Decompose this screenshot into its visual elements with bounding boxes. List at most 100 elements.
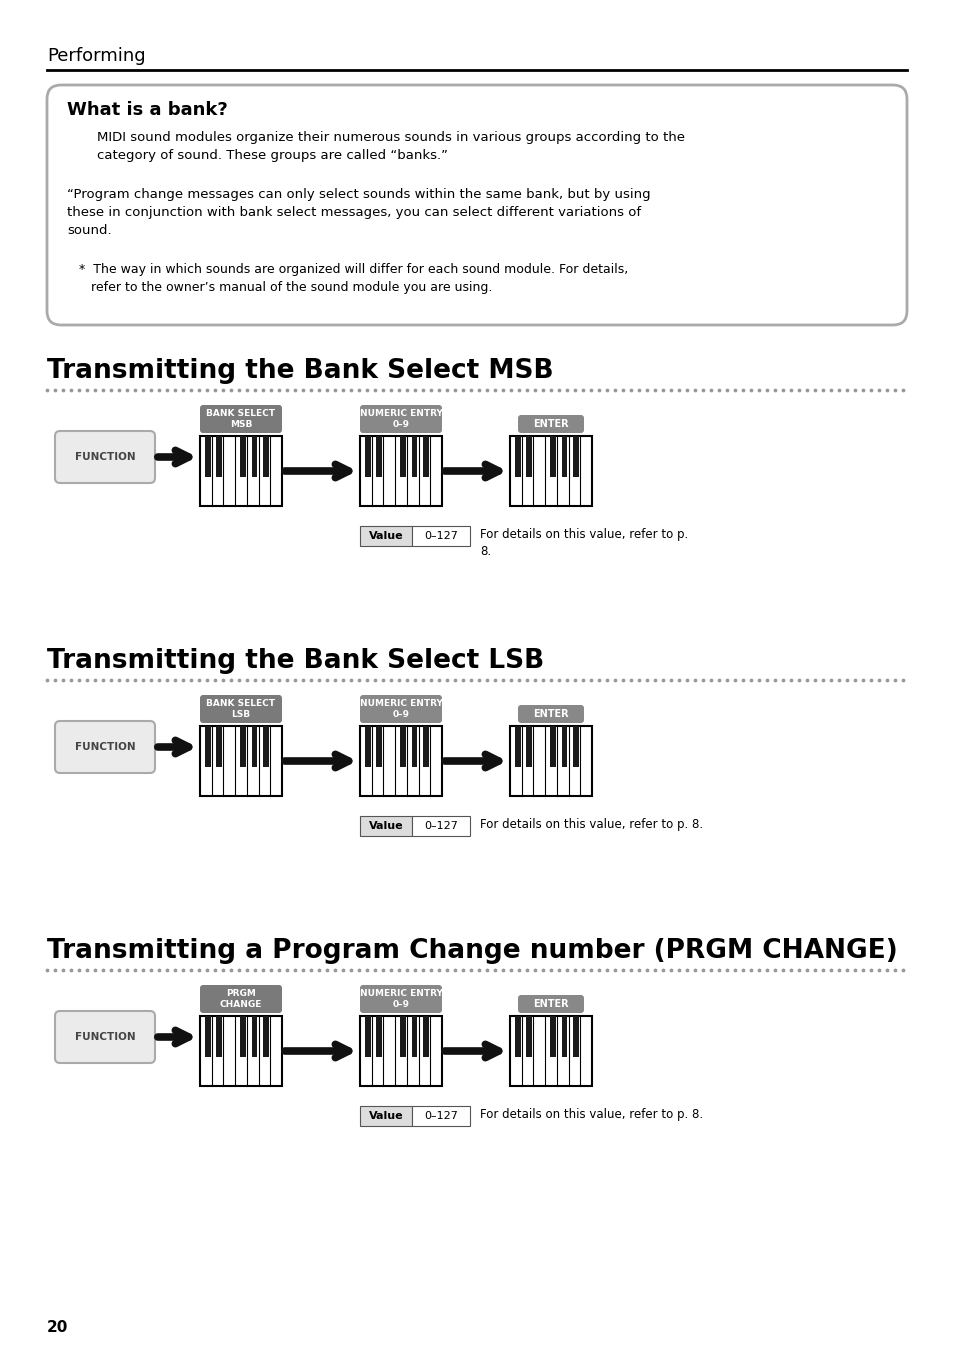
Point [751, 669, 766, 691]
Bar [549, 726, 555, 766]
Point [295, 669, 311, 691]
Point [735, 379, 750, 401]
Text: For details on this value, refer to p. 8.: For details on this value, refer to p. 8… [479, 818, 702, 831]
Point [335, 959, 351, 980]
Point [503, 959, 518, 980]
Text: What is a bank?: What is a bank? [67, 102, 228, 119]
Point [95, 669, 111, 691]
Point [591, 669, 606, 691]
Point [719, 669, 734, 691]
Point [775, 959, 790, 980]
Point [152, 959, 167, 980]
Point [742, 959, 758, 980]
Point [822, 959, 838, 980]
Point [167, 379, 182, 401]
Text: FUNCTION: FUNCTION [74, 452, 135, 462]
Text: 20: 20 [47, 1320, 69, 1335]
Point [551, 959, 566, 980]
Bar [399, 1016, 405, 1056]
Point [55, 669, 71, 691]
Point [215, 669, 231, 691]
Point [799, 669, 814, 691]
Point [232, 669, 247, 691]
Point [247, 379, 262, 401]
Point [223, 379, 238, 401]
Point [175, 959, 191, 980]
Point [711, 379, 726, 401]
Text: ENTER: ENTER [533, 709, 568, 719]
Point [239, 379, 254, 401]
Point [367, 379, 382, 401]
Point [662, 379, 678, 401]
Text: NUMERIC ENTRY
0–9: NUMERIC ENTRY 0–9 [359, 990, 442, 1009]
Bar [515, 1016, 520, 1056]
Point [159, 959, 174, 980]
Point [343, 379, 358, 401]
Point [631, 379, 646, 401]
Point [662, 669, 678, 691]
Point [679, 379, 694, 401]
Point [159, 669, 174, 691]
Point [335, 669, 351, 691]
Point [175, 379, 191, 401]
Bar [216, 436, 222, 477]
Point [48, 669, 63, 691]
Bar [239, 726, 246, 766]
Point [687, 379, 702, 401]
Point [112, 959, 127, 980]
Point [263, 959, 278, 980]
Point [575, 959, 590, 980]
Bar [359, 1106, 412, 1127]
Point [870, 959, 885, 980]
Point [175, 669, 191, 691]
Bar [359, 816, 412, 835]
Point [279, 959, 294, 980]
Point [407, 959, 422, 980]
Point [128, 959, 143, 980]
Bar [515, 726, 520, 766]
Point [103, 379, 118, 401]
Point [631, 959, 646, 980]
Point [775, 669, 790, 691]
Point [647, 379, 662, 401]
Point [263, 669, 278, 691]
Point [447, 379, 462, 401]
Point [895, 959, 910, 980]
Point [279, 379, 294, 401]
Point [766, 959, 781, 980]
Point [192, 669, 207, 691]
Point [615, 959, 630, 980]
Point [183, 379, 198, 401]
Point [303, 959, 318, 980]
FancyBboxPatch shape [359, 695, 441, 723]
Point [895, 669, 910, 691]
Point [495, 669, 510, 691]
Bar [423, 726, 429, 766]
Point [375, 669, 390, 691]
Point [791, 669, 806, 691]
Point [295, 959, 311, 980]
Point [518, 669, 534, 691]
Point [39, 379, 54, 401]
Point [895, 379, 910, 401]
Point [806, 669, 821, 691]
Point [463, 669, 478, 691]
Point [543, 959, 558, 980]
FancyBboxPatch shape [517, 414, 583, 433]
Bar [549, 1016, 555, 1056]
Point [319, 379, 335, 401]
Bar [263, 436, 269, 477]
Point [503, 379, 518, 401]
Point [687, 959, 702, 980]
Point [607, 379, 622, 401]
Point [527, 959, 542, 980]
Point [679, 669, 694, 691]
Bar [423, 436, 429, 477]
Point [359, 959, 375, 980]
Text: “Program change messages can only select sounds within the same bank, but by usi: “Program change messages can only select… [67, 188, 650, 237]
Bar [526, 726, 532, 766]
Text: FUNCTION: FUNCTION [74, 742, 135, 751]
Point [135, 669, 151, 691]
Point [192, 959, 207, 980]
Point [192, 379, 207, 401]
